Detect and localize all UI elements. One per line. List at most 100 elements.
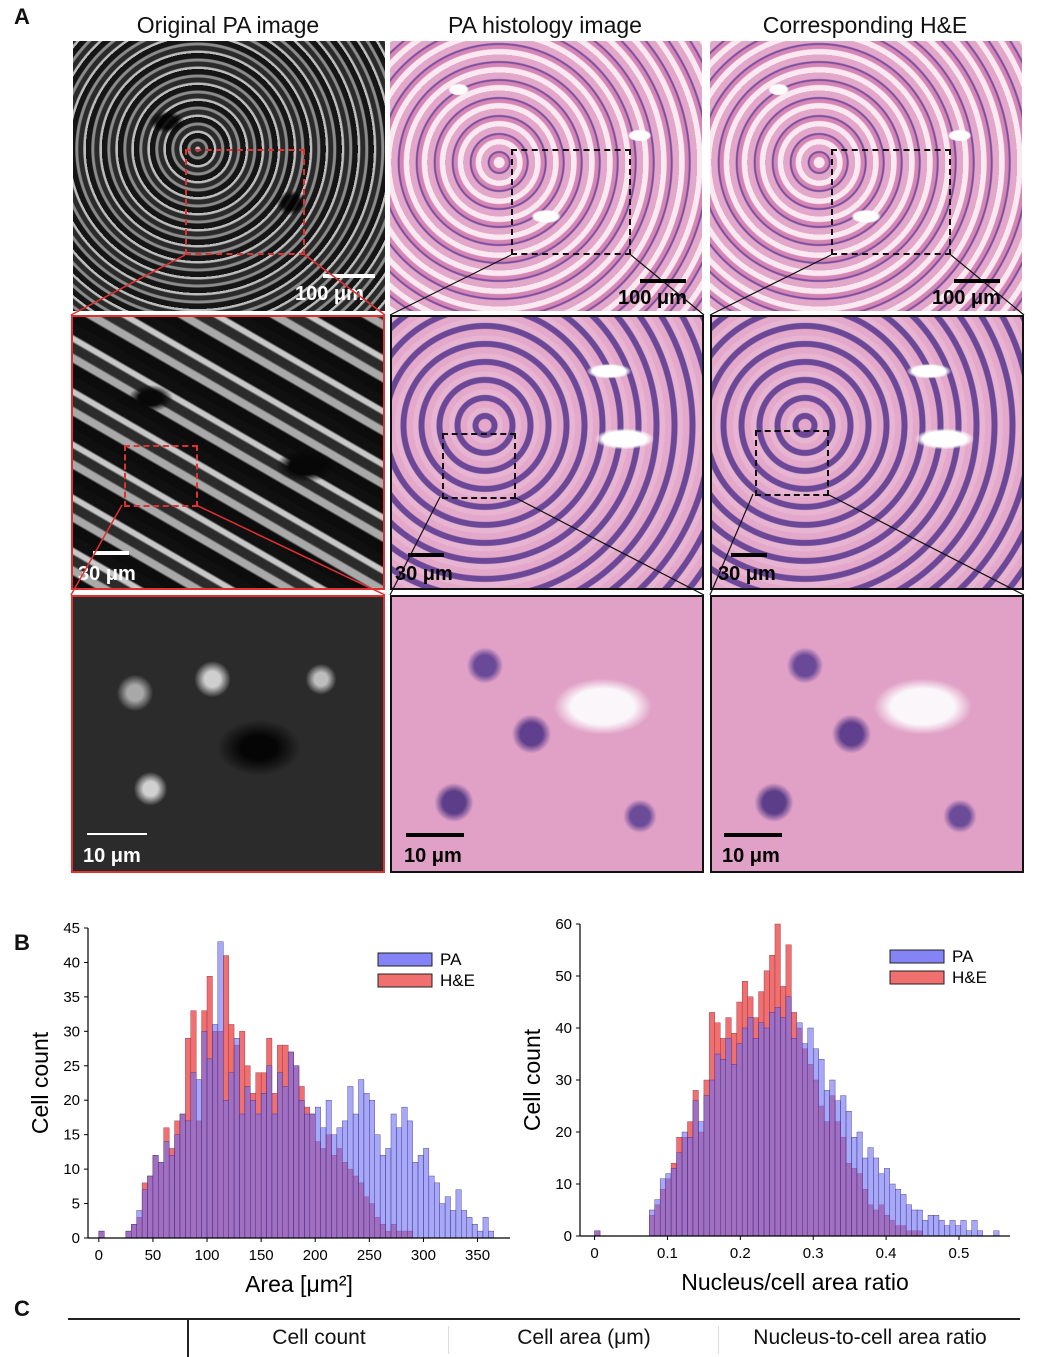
pa-bar xyxy=(927,1215,934,1237)
pa-bar xyxy=(845,1110,852,1237)
y-tick-label: 25 xyxy=(63,1058,80,1075)
pa-bar xyxy=(407,1120,413,1239)
scale-bar xyxy=(323,274,375,278)
zoom-box-black xyxy=(831,149,951,255)
pa-histology-mid-zoom-image: 30 μm xyxy=(390,315,704,590)
pa-bar xyxy=(813,1048,819,1237)
pa-bar xyxy=(363,1093,370,1239)
pa-bar xyxy=(802,1043,808,1237)
y-tick-label: 50 xyxy=(555,968,572,985)
pa-bar xyxy=(179,1113,186,1239)
column-title-pa-histology: PA histology image xyxy=(448,12,642,38)
pa-bar xyxy=(807,1027,814,1237)
pa-bar xyxy=(466,1217,473,1239)
pa-original-high-zoom-image: 10 μm xyxy=(71,595,385,873)
pa-bar xyxy=(342,1120,348,1239)
pa-bar xyxy=(293,1065,300,1239)
pa-bar xyxy=(938,1220,945,1237)
pa-bar xyxy=(649,1209,655,1237)
pa-bar xyxy=(752,1038,759,1237)
pa-bar xyxy=(471,1224,478,1239)
panel-label-b: B xyxy=(14,930,30,955)
pa-bar xyxy=(223,1100,229,1239)
x-tick-label: 0.3 xyxy=(803,1245,824,1262)
pa-bar xyxy=(396,1127,402,1239)
pa-bar xyxy=(725,1038,732,1237)
pa-bar xyxy=(714,1053,721,1237)
table-top-rule xyxy=(68,1318,1020,1320)
pa-original-mid-zoom-image: 30 μm xyxy=(71,315,385,590)
pa-bar xyxy=(818,1058,825,1237)
zoom-box-red xyxy=(124,445,198,507)
pa-bar xyxy=(444,1196,451,1239)
pa-series xyxy=(594,996,1000,1237)
table-column-separator xyxy=(448,1326,449,1354)
pa-bar xyxy=(878,1173,885,1237)
he-high-zoom-image: 10 μm xyxy=(710,595,1024,873)
scale-bar-label: 10 μm xyxy=(83,845,141,867)
y-axis-label: Cell count xyxy=(27,1031,53,1134)
pa-bar xyxy=(741,1027,748,1237)
pa-bar xyxy=(856,1131,863,1237)
pa-bar xyxy=(949,1220,956,1237)
x-tick-label: 200 xyxy=(303,1247,328,1264)
pa-bar xyxy=(390,1113,397,1239)
pa-series xyxy=(98,941,494,1239)
pa-bar xyxy=(352,1113,359,1239)
pa-bar xyxy=(282,1086,289,1239)
pa-histology-overview-image: 100 μm xyxy=(390,41,702,311)
pa-bar xyxy=(670,1168,677,1237)
pa-bar xyxy=(747,1017,754,1237)
scale-bar xyxy=(87,833,147,835)
scale-bar-label: 30 μm xyxy=(395,563,453,585)
pa-bar xyxy=(417,1155,424,1239)
pa-bar xyxy=(287,1051,294,1239)
x-tick-label: 350 xyxy=(465,1247,490,1264)
scale-bar-label: 100 μm xyxy=(295,283,364,305)
zoom-connector-lines xyxy=(70,254,1025,596)
pa-bar xyxy=(152,1155,159,1239)
pa-bar xyxy=(960,1220,967,1237)
pa-bar xyxy=(862,1157,869,1237)
pa-bar xyxy=(174,1134,181,1239)
pa-bar xyxy=(358,1079,365,1239)
scale-bar xyxy=(731,553,767,557)
area-histogram-chart: 0 5 10 15 20 25 30 35 40 45 0 50 100 150 200 250 300 350 A… xyxy=(27,920,510,1297)
pa-bar xyxy=(709,1079,716,1237)
legend-label-he: H&E xyxy=(440,971,475,990)
ratio-histogram-chart: 0 10 20 30 40 50 60 0 0.1 0.2 0.3 0.4 0.5 Nucleus/cel… xyxy=(520,916,1010,1295)
pa-bar xyxy=(434,1182,440,1239)
pa-bar xyxy=(977,1230,983,1237)
legend-label-pa: PA xyxy=(440,950,462,969)
pa-bar xyxy=(374,1134,381,1239)
legend-swatch-pa xyxy=(889,949,945,964)
pa-bar xyxy=(823,1090,830,1237)
table-column-separator xyxy=(718,1326,719,1354)
pa-bar xyxy=(260,1093,267,1239)
pa-bar xyxy=(455,1189,462,1239)
pa-bar xyxy=(369,1100,375,1239)
pa-bar xyxy=(141,1189,148,1239)
pa-bar xyxy=(250,1100,256,1239)
pa-bar xyxy=(196,1079,202,1239)
y-tick-label: 40 xyxy=(555,1020,572,1037)
column-title-pa-original: Original PA image xyxy=(136,12,320,38)
pa-bar xyxy=(244,1086,251,1239)
scale-bar xyxy=(954,279,1000,283)
table-header-cell-count: Cell count xyxy=(272,1326,366,1349)
pa-bar xyxy=(309,1113,316,1239)
pa-bar xyxy=(488,1230,494,1239)
x-tick-label: 100 xyxy=(195,1247,220,1264)
pa-bar xyxy=(698,1121,705,1237)
pa-bar xyxy=(271,1113,278,1239)
y-tick-label: 0 xyxy=(72,1230,80,1247)
pa-bar xyxy=(993,1230,1000,1237)
pa-bar xyxy=(829,1079,836,1237)
x-tick-label: 0.5 xyxy=(949,1245,970,1262)
pa-bar xyxy=(944,1225,951,1237)
y-tick-label: 30 xyxy=(63,1023,80,1040)
pa-bar xyxy=(461,1210,467,1239)
pa-bar xyxy=(423,1148,430,1239)
pa-bar xyxy=(266,1065,273,1239)
pa-bar xyxy=(758,1022,765,1237)
